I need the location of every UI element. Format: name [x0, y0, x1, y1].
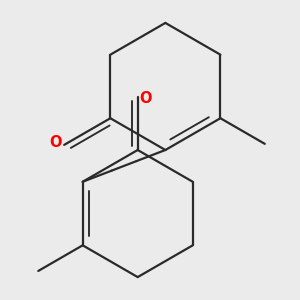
Text: O: O	[140, 91, 152, 106]
Text: O: O	[50, 135, 62, 150]
